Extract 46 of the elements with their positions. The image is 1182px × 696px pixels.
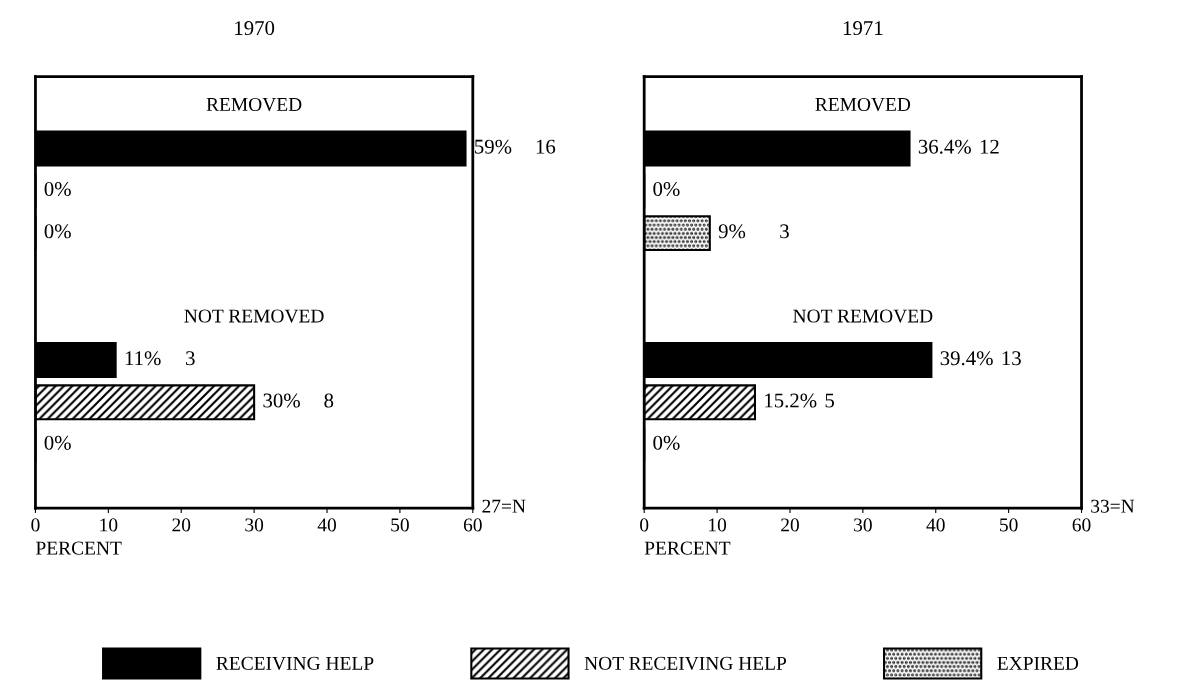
- x-tick-label: 0: [31, 518, 40, 532]
- annotation: 3: [780, 224, 789, 239]
- annotation: 3: [186, 351, 195, 366]
- data-label: 0%: [44, 224, 71, 239]
- x-tick-label: 20: [781, 518, 799, 532]
- chart-title: 1970: [235, 21, 275, 36]
- annotation: 13: [1002, 351, 1021, 366]
- data-label: 39.4%: [940, 351, 993, 366]
- data-label: 11%: [125, 351, 161, 366]
- text: 16: [536, 139, 556, 154]
- x-tick-label: 30: [245, 518, 264, 532]
- x-axis-title: PERCENT: [644, 541, 731, 555]
- data-label: 0%: [653, 435, 680, 450]
- data-label: 36.4%: [918, 139, 971, 154]
- y-tick-label: NOT REMOVED: [184, 309, 324, 323]
- chart-title: 1971: [843, 21, 883, 36]
- data-label: 0%: [44, 181, 71, 197]
- x-axis-title: PERCENT: [36, 541, 122, 555]
- x-tick-label: 60: [1072, 518, 1091, 532]
- data-label: 0%: [44, 435, 71, 450]
- annotation: 5: [825, 393, 835, 408]
- x-tick-label: 50: [1000, 518, 1018, 532]
- x-tick-label: 40: [317, 518, 336, 532]
- x-tick-label: 10: [100, 518, 118, 532]
- data-label: 30%: [263, 393, 300, 408]
- data-label: 9%: [718, 224, 746, 239]
- x-tick-label: 0: [640, 518, 649, 532]
- text: 33=N: [1091, 499, 1135, 513]
- text: NOT RECEIVING HELP: [584, 656, 787, 670]
- x-tick-label: 50: [391, 518, 409, 532]
- text: 27=N: [482, 499, 526, 513]
- x-tick-label: 40: [926, 518, 945, 532]
- text: EXPIRED: [997, 656, 1079, 670]
- x-tick-label: 20: [172, 518, 191, 532]
- data-label: 0%: [653, 181, 680, 197]
- data-label: 15.2%: [765, 393, 817, 408]
- y-tick-label: REMOVED: [206, 97, 302, 112]
- annotation: 8: [324, 393, 334, 408]
- data-label: 59%: [475, 139, 512, 154]
- x-tick-label: 60: [463, 518, 482, 532]
- y-tick-label: NOT REMOVED: [793, 309, 933, 323]
- annotation: 12: [980, 139, 999, 154]
- y-tick-label: REMOVED: [815, 97, 911, 112]
- x-tick-label: 30: [854, 518, 872, 532]
- text: RECEIVING HELP: [216, 656, 374, 670]
- x-tick-label: 10: [709, 518, 727, 532]
